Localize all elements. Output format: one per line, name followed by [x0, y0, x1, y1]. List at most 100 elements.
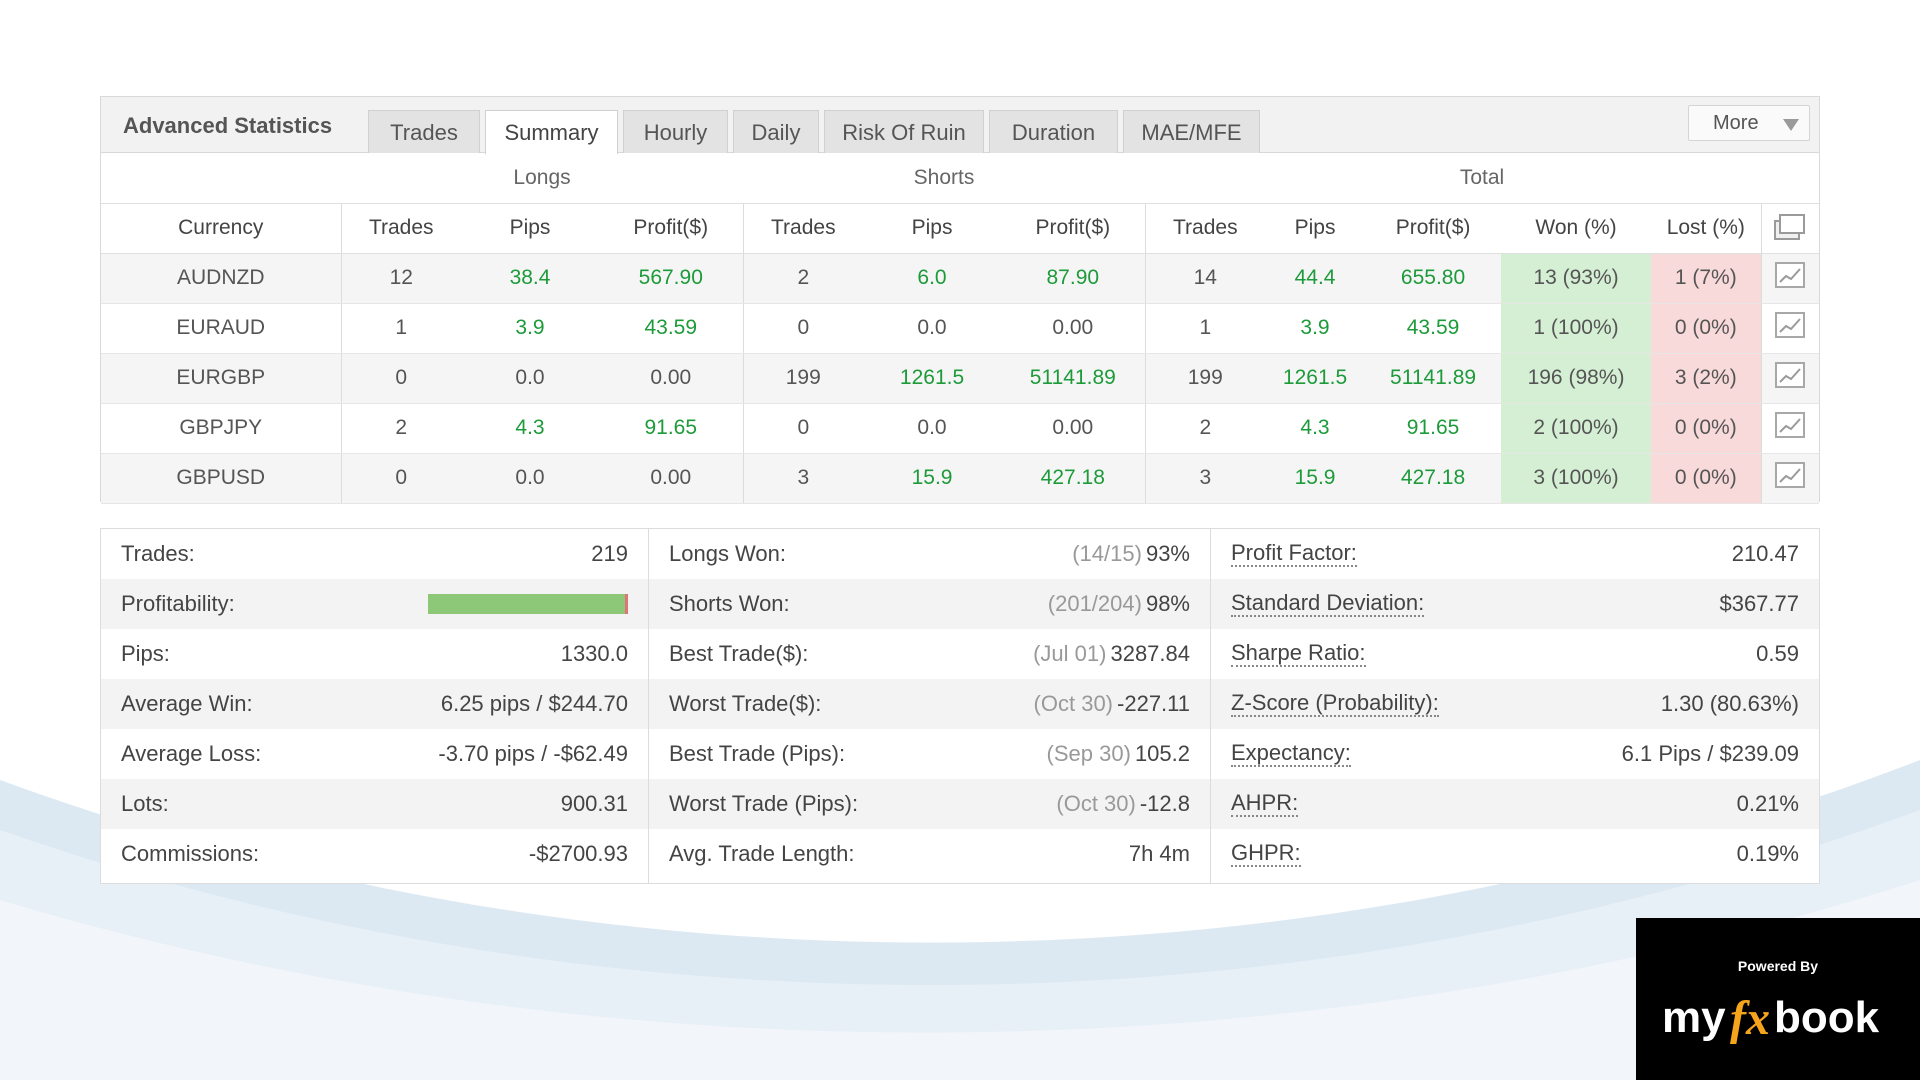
- summary-label: Profitability:: [121, 591, 235, 616]
- cell-short-trades: 3: [742, 453, 864, 504]
- cell-long-profit: 43.59: [599, 303, 744, 354]
- summary-row: Average Win: 6.25 pips / $244.70: [101, 679, 648, 729]
- cell-total-trades: 14: [1144, 253, 1266, 304]
- chart-icon[interactable]: [1760, 403, 1820, 454]
- cell-long-trades: 12: [340, 253, 461, 304]
- cell-total-profit: 655.80: [1365, 253, 1502, 304]
- cell-total-trades: 1: [1144, 303, 1266, 354]
- summary-value-group: 1330.0: [561, 641, 628, 667]
- summary-value-group: -3.70 pips / -$62.49: [438, 741, 628, 767]
- cell-won: 196 (98%): [1501, 353, 1652, 404]
- more-label: More: [1713, 112, 1759, 134]
- summary-paren: (Sep 30): [1046, 741, 1131, 766]
- cell-short-profit: 427.18: [1001, 453, 1146, 504]
- cell-long-pips: 4.3: [461, 403, 599, 454]
- chart-icon[interactable]: [1760, 453, 1820, 504]
- summary-label: Lots:: [121, 791, 169, 816]
- col-total-trades[interactable]: Trades: [1144, 202, 1266, 254]
- col-currency[interactable]: Currency: [101, 202, 341, 254]
- cell-won: 1 (100%): [1501, 303, 1652, 354]
- summary-value-group: $367.77: [1719, 591, 1799, 617]
- col-won[interactable]: Won (%): [1501, 202, 1652, 254]
- tab-duration[interactable]: Duration: [989, 110, 1118, 153]
- summary-value: 1.30 (80.63%): [1660, 691, 1799, 716]
- myfxbook-logo[interactable]: Powered By my fx book: [1636, 918, 1920, 1080]
- tab-mae-mfe[interactable]: MAE/MFE: [1123, 110, 1260, 153]
- summary-row: Lots: 900.31: [101, 779, 648, 829]
- summary-value-group: 0.21%: [1737, 791, 1799, 817]
- cell-long-trades: 0: [340, 453, 461, 504]
- chart-icon[interactable]: [1760, 253, 1820, 304]
- summary-label[interactable]: GHPR:: [1231, 840, 1301, 867]
- col-long-trades[interactable]: Trades: [340, 202, 461, 254]
- summary-label[interactable]: Sharpe Ratio:: [1231, 640, 1366, 667]
- col-long-pips[interactable]: Pips: [461, 202, 599, 254]
- col-short-profit[interactable]: Profit($): [1001, 202, 1146, 254]
- summary-label[interactable]: Z-Score (Probability):: [1231, 690, 1439, 717]
- group-total: Total: [1459, 165, 1505, 189]
- col-total-pips[interactable]: Pips: [1265, 202, 1366, 254]
- summary-label[interactable]: AHPR:: [1231, 790, 1299, 817]
- tab-daily[interactable]: Daily: [733, 110, 819, 153]
- summary-value-group: 900.31: [561, 791, 628, 817]
- brand-fx: fx: [1730, 992, 1770, 1045]
- summary-value: 105.2: [1134, 741, 1190, 766]
- cell-total-pips: 44.4: [1265, 253, 1366, 304]
- summary-column-2: Longs Won: (14/15) 93% Shorts Won: (201/204)…: [649, 529, 1211, 883]
- cell-long-pips: 0.0: [461, 353, 599, 404]
- windows-icon[interactable]: [1760, 202, 1820, 254]
- summary-paren: (Oct 30): [1056, 791, 1136, 816]
- cell-long-trades: 0: [340, 353, 461, 404]
- tab-summary[interactable]: Summary: [485, 110, 618, 154]
- summary-paren: (Jul 01): [1033, 641, 1107, 666]
- profitability-loss-segment: [625, 594, 628, 614]
- col-total-profit[interactable]: Profit($): [1365, 202, 1502, 254]
- tab-trades[interactable]: Trades: [368, 110, 480, 153]
- col-short-pips[interactable]: Pips: [863, 202, 1002, 254]
- more-dropdown[interactable]: More: [1688, 105, 1810, 141]
- cell-total-profit: 51141.89: [1365, 353, 1502, 404]
- cell-lost: 0 (0%): [1651, 303, 1762, 354]
- profitability-bar: [428, 594, 628, 614]
- cell-total-profit: 43.59: [1365, 303, 1502, 354]
- summary-label[interactable]: Expectancy:: [1231, 740, 1351, 767]
- cell-currency: GBPUSD: [101, 453, 341, 504]
- summary-row: Profit Factor: 210.47: [1211, 529, 1819, 579]
- cell-short-trades: 0: [742, 403, 864, 454]
- summary-label[interactable]: Standard Deviation:: [1231, 590, 1425, 617]
- summary-value: -12.8: [1139, 791, 1190, 816]
- cell-lost: 0 (0%): [1651, 453, 1762, 504]
- panel-header: Advanced Statistics Trades Summary Hourl…: [101, 97, 1819, 154]
- summary-row: Best Trade($): (Jul 01) 3287.84: [649, 629, 1210, 679]
- summary-row: Trades: 219: [101, 529, 648, 579]
- column-header-row: Currency Trades Pips Profit($) Trades Pi…: [101, 202, 1820, 254]
- tab-risk-of-ruin[interactable]: Risk Of Ruin: [824, 110, 984, 153]
- chart-icon[interactable]: [1760, 303, 1820, 354]
- table-body: AUDNZD 12 38.4 567.90 2 6.0 87.90 14 44.4 655.80 1…: [101, 253, 1820, 504]
- summary-row: Avg. Trade Length: 7h 4m: [649, 829, 1210, 879]
- summary-label[interactable]: Profit Factor:: [1231, 540, 1357, 567]
- summary-value: 219: [591, 541, 628, 566]
- cell-short-profit: 0.00: [1001, 303, 1146, 354]
- cell-long-pips: 3.9: [461, 303, 599, 354]
- brand-book: book: [1774, 993, 1880, 1042]
- summary-stats-panel: Trades: 219 Profitability: Pips: 1330.0 Avera…: [100, 528, 1820, 884]
- tab-hourly[interactable]: Hourly: [623, 110, 728, 153]
- col-lost[interactable]: Lost (%): [1651, 202, 1762, 254]
- summary-row: Expectancy: 6.1 Pips / $239.09: [1211, 729, 1819, 779]
- table-row: GBPJPY 2 4.3 91.65 0 0.0 0.00 2 4.3 91.65 2 (100%)…: [101, 403, 1820, 454]
- cell-long-pips: 38.4: [461, 253, 599, 304]
- table-row: EURGBP 0 0.0 0.00 199 1261.5 51141.89 199 1261.5…: [101, 353, 1820, 404]
- summary-row: Average Loss: -3.70 pips / -$62.49: [101, 729, 648, 779]
- col-short-trades[interactable]: Trades: [742, 202, 864, 254]
- summary-value-group: 6.1 Pips / $239.09: [1622, 741, 1799, 767]
- chart-icon[interactable]: [1760, 353, 1820, 404]
- summary-label: Avg. Trade Length:: [669, 841, 855, 866]
- summary-label: Best Trade (Pips):: [669, 741, 846, 766]
- brand-my: my: [1662, 993, 1726, 1042]
- summary-value-group: (14/15) 93%: [1072, 541, 1190, 567]
- summary-column-1: Trades: 219 Profitability: Pips: 1330.0 Avera…: [101, 529, 649, 883]
- summary-column-3: Profit Factor: 210.47 Standard Deviation: $…: [1211, 529, 1819, 883]
- summary-label: Best Trade($):: [669, 641, 809, 666]
- col-long-profit[interactable]: Profit($): [599, 202, 744, 254]
